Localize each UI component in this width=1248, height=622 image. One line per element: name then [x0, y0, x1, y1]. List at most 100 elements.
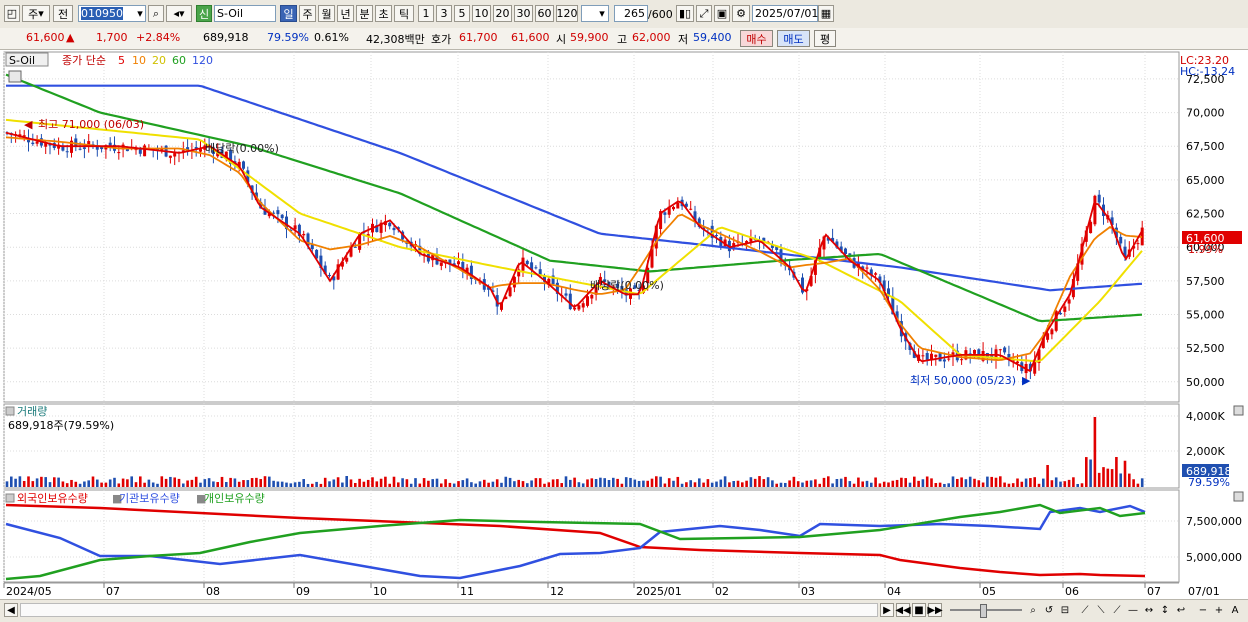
buy-button[interactable]: 매수 [740, 30, 773, 47]
draw-tool-icon[interactable]: ⤢ [696, 5, 712, 22]
rewind-icon[interactable]: ◀◀ [895, 603, 911, 617]
volume-bar [1067, 479, 1071, 487]
candle-body [366, 234, 370, 237]
interval-1-button[interactable]: 1 [418, 5, 434, 22]
zoom-out-icon[interactable]: − [1198, 604, 1208, 616]
horizontal-line-icon[interactable]: — [1128, 604, 1138, 616]
candle-body [461, 261, 465, 272]
volume-bar [715, 481, 718, 487]
market-type-select[interactable]: 주 ▾ [22, 5, 50, 22]
count-input[interactable]: 265 [614, 5, 648, 22]
save-icon[interactable]: ▣ [714, 5, 730, 22]
interval-120-button[interactable]: 120 [556, 5, 578, 22]
volume-bar [1110, 469, 1114, 487]
volume-bar [796, 481, 800, 487]
eval-button[interactable]: 평 [814, 30, 836, 47]
ma5-label: 5 [118, 54, 125, 67]
volume-bar [891, 480, 895, 487]
interval-60-button[interactable]: 60 [535, 5, 554, 22]
volume-close-icon[interactable] [1233, 405, 1244, 416]
zoom-in-icon[interactable]: + [1214, 604, 1224, 616]
scroll-track[interactable] [20, 603, 878, 617]
cross-tool-icon[interactable]: ↔ [1144, 604, 1154, 616]
date-input[interactable]: 2025/07/01 [752, 5, 818, 22]
line-tool-icon[interactable]: ⟋ [1081, 604, 1089, 616]
volume-bar [61, 481, 65, 487]
custom-interval-input[interactable] [581, 5, 609, 22]
period-week-tab[interactable]: 주 [299, 5, 316, 22]
volume-bar [921, 479, 925, 487]
candle-body [439, 262, 443, 266]
candle-body [925, 353, 929, 360]
new-badge[interactable]: 신 [196, 5, 212, 22]
candle-body [31, 142, 35, 145]
candle-body [138, 149, 142, 154]
pointer-icon[interactable]: ↩ [1176, 604, 1186, 616]
zoom-slider-handle[interactable] [980, 604, 987, 618]
volume-bar [990, 476, 993, 487]
zoom-search-icon[interactable]: ⌕ [1030, 604, 1036, 616]
period-month-tab[interactable]: 월 [318, 5, 335, 22]
chevron-down-icon[interactable]: ▾ [599, 7, 605, 20]
trend-tool-icon[interactable]: ⟍ [1097, 604, 1105, 616]
fast-forward-icon[interactable]: ▶▶ [927, 603, 943, 617]
stock-name-input[interactable]: S-Oil [214, 5, 276, 22]
x-axis-label: 08 [206, 585, 220, 598]
holding-close-icon[interactable] [1233, 491, 1244, 502]
period-tick-tab[interactable]: 틱 [394, 5, 414, 22]
candle-body [426, 253, 430, 262]
volume-bar [246, 480, 250, 487]
candle-body [865, 267, 869, 269]
code-dropdown-icon[interactable]: ▾ [137, 7, 143, 20]
font-size-icon[interactable]: A [1231, 604, 1239, 616]
code-input[interactable]: 010950 [78, 5, 146, 22]
stop-icon[interactable]: ■ [912, 603, 926, 617]
calendar-icon[interactable]: ▦ [818, 5, 834, 22]
volume-bar [1085, 457, 1088, 487]
period-year-tab[interactable]: 년 [337, 5, 354, 22]
table-icon[interactable] [8, 70, 22, 83]
volume-bar [237, 481, 241, 487]
reset-icon[interactable]: ↺ [1044, 604, 1054, 616]
interval-10-button[interactable]: 10 [472, 5, 491, 22]
scroll-right-icon[interactable]: ▶ [880, 603, 894, 617]
volume-bar [139, 476, 142, 487]
stock-chart[interactable]: S-Oil 종가 단순 5 10 20 60 120 LC:23.20 HC:-… [0, 50, 1248, 599]
ruler-icon[interactable]: ⊟ [1060, 604, 1070, 616]
quote-bar [0, 28, 1248, 50]
foreign-holding-line [5, 503, 1146, 578]
interval-30-button[interactable]: 30 [514, 5, 533, 22]
window-menu-icon[interactable]: ◰ [4, 5, 20, 22]
search-icon[interactable]: ⌕ [148, 5, 164, 22]
period-second-tab[interactable]: 초 [375, 5, 392, 22]
top-toolbar: ◰ 주 ▾ 전 010950 ▾ ⌕ ◂▾ 신 S-Oil 일 주 월 년 분 초… [0, 0, 1248, 29]
ray-tool-icon[interactable]: ⟋ [1113, 604, 1121, 616]
gear-icon[interactable]: ⚙ [732, 5, 750, 22]
sell-button[interactable]: 매도 [777, 30, 810, 47]
scroll-left-icon[interactable]: ◀ [4, 603, 18, 617]
candle-body [358, 232, 362, 250]
holding-panel-icon[interactable] [5, 493, 15, 503]
volume-panel-icon[interactable] [5, 406, 15, 416]
volume-bar [590, 478, 594, 487]
interval-3-button[interactable]: 3 [436, 5, 452, 22]
volume-bar [1115, 457, 1118, 487]
candle-type-icon[interactable]: ▮▯ [676, 5, 694, 22]
up-arrow-icon: ▲ [66, 31, 75, 44]
volume-bar [1132, 479, 1135, 487]
fib-tool-icon[interactable]: ↕ [1160, 604, 1170, 616]
volume-bar [302, 479, 305, 487]
volume-bar [702, 482, 705, 487]
sound-icon[interactable]: ◂▾ [166, 5, 192, 22]
volume-bar [723, 476, 727, 487]
candle-body [831, 237, 835, 242]
period-minute-tab[interactable]: 분 [356, 5, 373, 22]
volume-bar [706, 479, 710, 487]
interval-5-button[interactable]: 5 [454, 5, 470, 22]
period-day-tab[interactable]: 일 [280, 5, 297, 22]
volume-bar [887, 482, 890, 487]
compare-mode-button[interactable]: 전 [53, 5, 73, 22]
volume-bar [1024, 478, 1028, 487]
candle-body [534, 267, 538, 269]
interval-20-button[interactable]: 20 [493, 5, 512, 22]
